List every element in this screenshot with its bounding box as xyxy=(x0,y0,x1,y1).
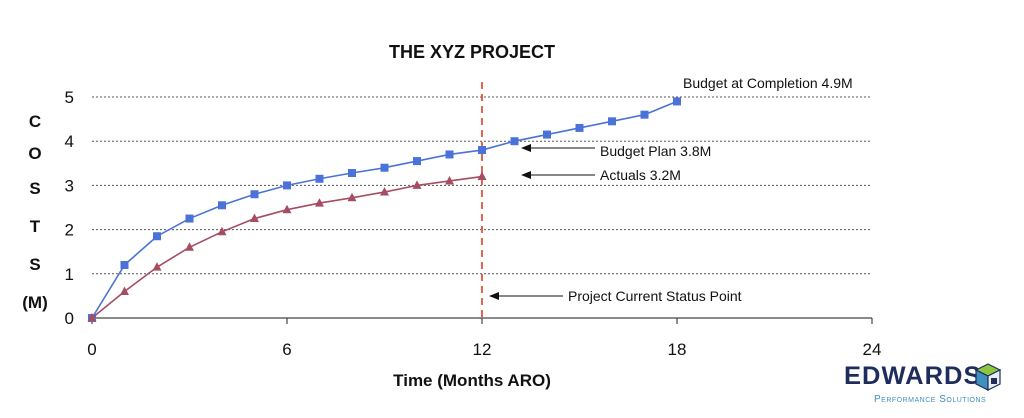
annotation-label: Budget at Completion 4.9M xyxy=(683,75,853,91)
x-tick-label: 0 xyxy=(87,340,96,359)
data-point-budget xyxy=(380,163,389,172)
y-axis-label-letter: S xyxy=(29,179,40,198)
y-axis-label-letter: S xyxy=(29,255,40,274)
y-tick-label: 1 xyxy=(65,265,74,284)
data-point-actuals xyxy=(380,187,389,196)
data-point-actuals xyxy=(87,313,97,322)
data-point-actuals xyxy=(315,198,324,207)
y-tick-label: 2 xyxy=(65,221,74,240)
y-axis-label-letter: T xyxy=(30,217,41,236)
annotation-label: Actuals 3.2M xyxy=(600,167,681,183)
data-point-budget xyxy=(153,232,161,241)
x-tick-label: 24 xyxy=(863,340,882,359)
data-point-actuals xyxy=(282,204,292,214)
data-point-actuals xyxy=(347,192,357,202)
annotation-arrow-head xyxy=(489,292,499,300)
data-point-budget xyxy=(608,117,616,126)
y-tick-label: 3 xyxy=(65,176,74,195)
data-point-budget xyxy=(283,181,291,190)
y-tick-label: 0 xyxy=(65,309,74,328)
annotation-label: Budget Plan 3.8M xyxy=(600,143,711,159)
chart-title: THE XYZ PROJECT xyxy=(389,42,555,62)
series-group xyxy=(87,97,681,322)
annotations: Budget at Completion 4.9M Budget Plan 3.8… xyxy=(489,75,853,304)
data-point-budget xyxy=(445,150,454,159)
y-tick-label: 4 xyxy=(65,132,74,151)
x-tick-label: 18 xyxy=(668,340,687,359)
y-axis-label-letter: C xyxy=(29,112,41,131)
data-point-budget xyxy=(315,174,324,183)
data-point-budget xyxy=(348,169,356,178)
edwards-logo: EDWARDS Performance Solutions xyxy=(838,358,1008,414)
x-axis-label: Time (Months ARO) xyxy=(393,371,551,390)
logo-wordmark: EDWARDS xyxy=(844,362,982,390)
data-point-budget xyxy=(543,130,551,139)
x-tick-label: 6 xyxy=(282,340,291,359)
data-point-budget xyxy=(185,214,194,223)
data-point-actuals xyxy=(412,180,422,189)
x-tick-label: 12 xyxy=(473,340,492,359)
cube-logo-icon xyxy=(975,363,1001,391)
series-line-budget xyxy=(91,100,678,319)
data-point-actuals xyxy=(185,242,194,251)
logo-tagline: Performance Solutions xyxy=(874,394,987,405)
data-point-budget xyxy=(250,190,259,199)
data-point-budget xyxy=(640,110,649,119)
data-point-budget xyxy=(478,146,486,155)
data-point-budget xyxy=(120,260,129,269)
data-point-budget xyxy=(218,201,226,210)
data-point-budget xyxy=(510,137,519,146)
data-point-actuals xyxy=(217,226,227,236)
y-axis-label-letter: O xyxy=(28,144,41,163)
series-line-actuals xyxy=(91,175,483,319)
y-tick-label: 5 xyxy=(65,88,74,107)
data-point-budget xyxy=(575,123,584,132)
data-point-budget xyxy=(673,97,681,106)
data-point-actuals xyxy=(120,286,129,295)
data-point-actuals xyxy=(250,213,259,223)
annotation-arrow-head xyxy=(521,144,531,152)
data-point-actuals xyxy=(152,262,162,271)
annotation-label: Project Current Status Point xyxy=(568,288,742,304)
data-point-budget xyxy=(413,157,421,166)
data-point-actuals xyxy=(445,175,454,185)
y-axis-label-letter: (M) xyxy=(22,293,47,312)
data-point-actuals xyxy=(477,171,487,181)
annotation-arrow-head xyxy=(521,171,531,179)
